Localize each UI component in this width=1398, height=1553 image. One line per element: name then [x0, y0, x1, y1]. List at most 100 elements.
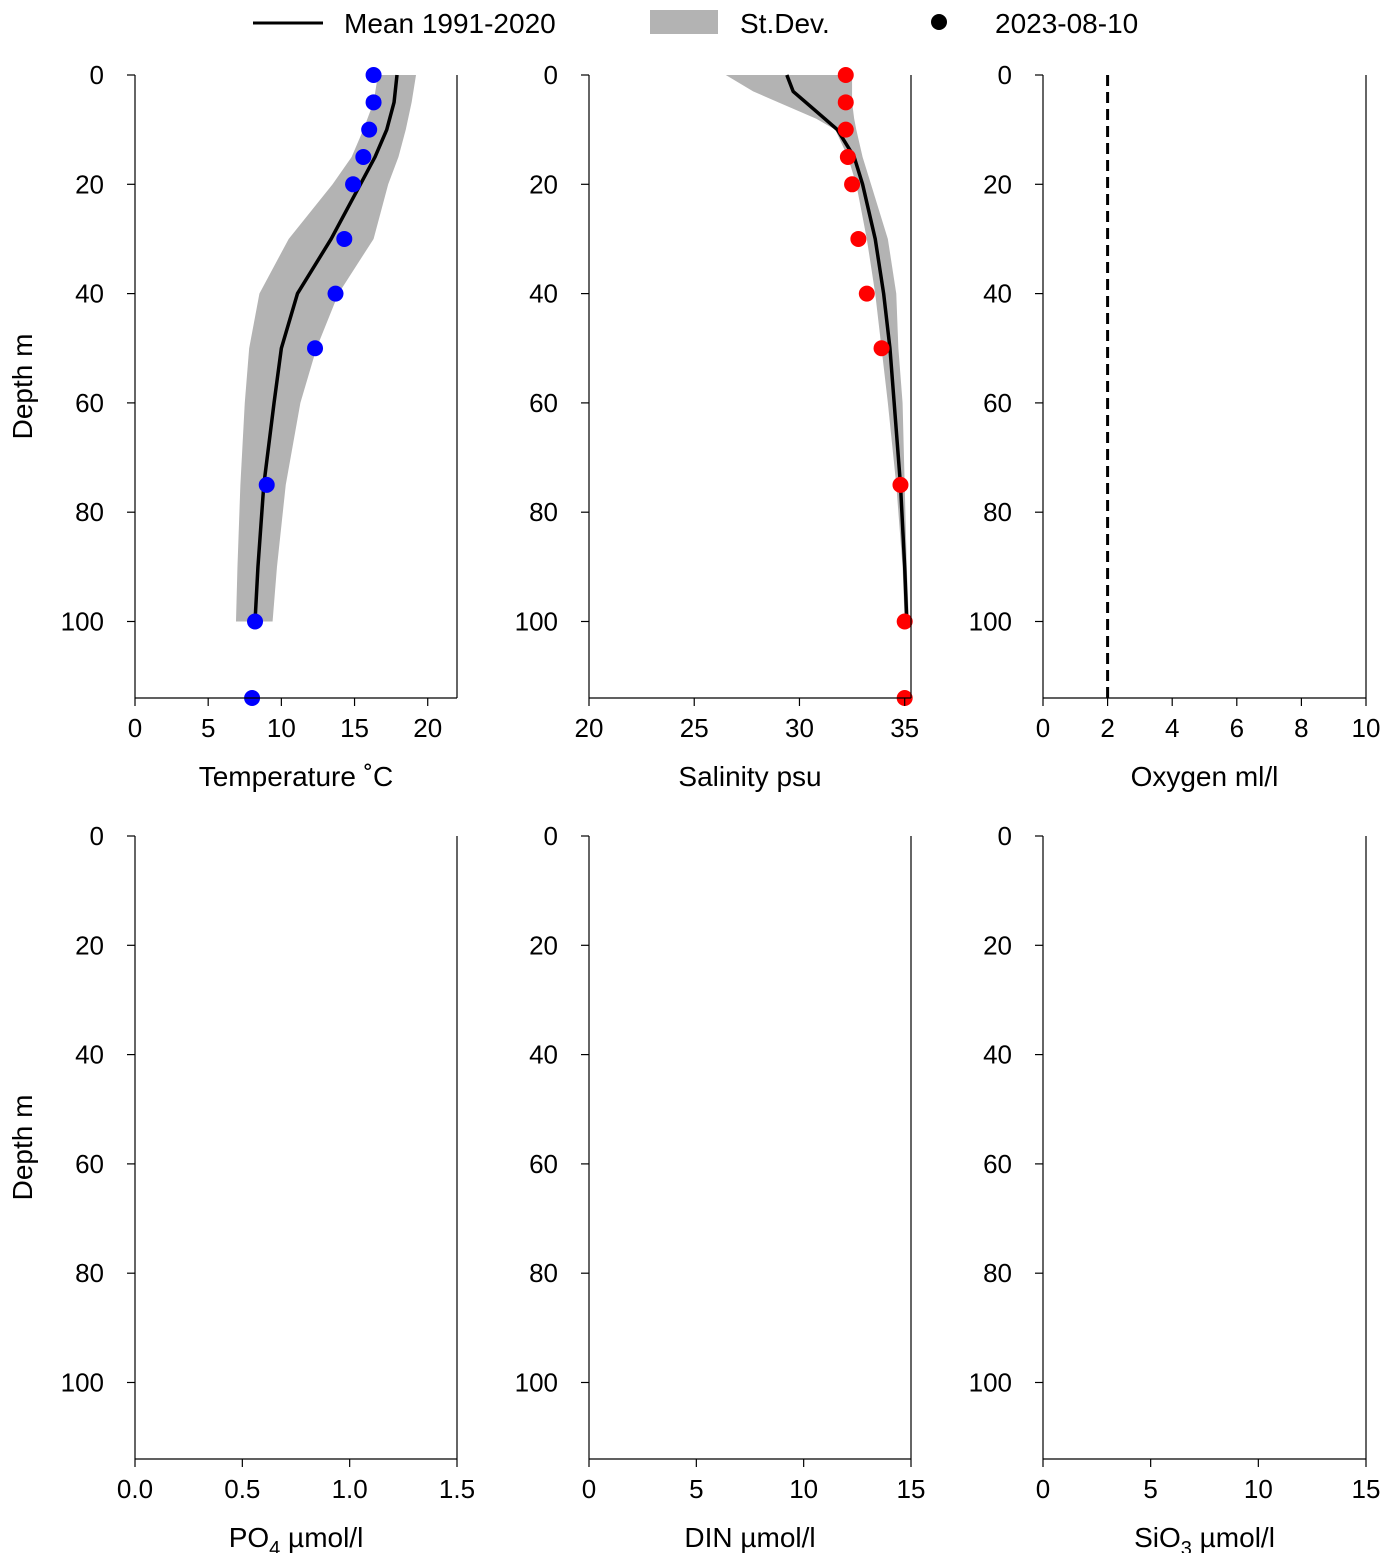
x-tick-label: 0.0 [117, 1474, 153, 1504]
x-tick-label: 0 [582, 1474, 596, 1504]
observed-point [858, 285, 875, 302]
y-tick-label: 60 [75, 1149, 104, 1179]
observed-point [844, 176, 861, 193]
x-axis-label-text: Salinity psu [678, 761, 821, 792]
observed-point [896, 613, 913, 630]
observed-point [837, 121, 854, 138]
y-tick-label: 40 [529, 1040, 558, 1070]
mean-line [785, 74, 909, 622]
y-tick-label: 20 [75, 930, 104, 960]
y-tick-label: 40 [75, 279, 104, 309]
x-tick-label: 30 [785, 713, 814, 743]
observed-point [327, 285, 344, 302]
y-tick-label: 0 [90, 821, 104, 851]
y-tick-label: 100 [969, 606, 1012, 636]
y-tick-label: 20 [529, 930, 558, 960]
y-axis-label: Depth m [7, 334, 38, 440]
x-axis-label: Salinity psu [678, 761, 821, 792]
observed-point [361, 121, 378, 138]
x-axis-label-subscript: 3 [1181, 1538, 1192, 1553]
y-tick-label: 60 [529, 388, 558, 418]
x-tick-label: 10 [1244, 1474, 1273, 1504]
x-tick-label: 5 [689, 1474, 703, 1504]
panel-4: 0 20 40 60 80 100 0.0 0.5 1.0 1.5 PO4 µmol/l Depth … [7, 821, 475, 1553]
observed-point [345, 176, 362, 193]
y-tick-label: 0 [90, 60, 104, 90]
x-tick-label: 2 [1100, 713, 1114, 743]
observed-point [336, 230, 353, 247]
observed-point [892, 476, 909, 493]
y-tick-label: 60 [529, 1149, 558, 1179]
panel-1: 0 20 40 60 80 100 0 5 10 15 20 Temperature ˚C Depth … [7, 60, 458, 792]
observed-point [365, 67, 382, 83]
legend-std-swatch [650, 10, 718, 34]
y-tick-label: 40 [529, 279, 558, 309]
x-axis-label-text: Oxygen ml/l [1131, 761, 1279, 792]
x-axis-label-text: DIN µmol/l [684, 1522, 815, 1553]
x-tick-label: 10 [789, 1474, 818, 1504]
y-tick-label: 100 [969, 1367, 1012, 1397]
x-tick-label: 15 [1352, 1474, 1381, 1504]
y-tick-label: 0 [544, 821, 558, 851]
y-tick-label: 60 [75, 388, 104, 418]
x-tick-label: 5 [1143, 1474, 1157, 1504]
x-axis-label-unit: µmol/l [280, 1522, 363, 1553]
std-band [725, 75, 909, 622]
legend-mean-label: Mean 1991-2020 [344, 8, 556, 39]
y-tick-label: 80 [983, 1258, 1012, 1288]
observed-point [837, 67, 854, 83]
y-tick-label: 20 [529, 169, 558, 199]
x-tick-label: 35 [890, 713, 919, 743]
x-tick-label: 5 [201, 713, 215, 743]
x-axis-label-unit: µmol/l [1192, 1522, 1275, 1553]
x-axis-label: Temperature ˚C [199, 761, 394, 792]
y-tick-label: 0 [998, 60, 1012, 90]
y-tick-label: 100 [515, 1367, 558, 1397]
y-tick-label: 20 [75, 169, 104, 199]
x-tick-label: 10 [1352, 713, 1381, 743]
x-tick-label: 8 [1294, 713, 1308, 743]
x-tick-label: 1.0 [332, 1474, 368, 1504]
observed-point [247, 613, 264, 630]
x-tick-label: 25 [680, 713, 709, 743]
y-tick-label: 80 [983, 497, 1012, 527]
legend: Mean 1991-2020 St.Dev. 2023-08-10 [253, 8, 1138, 39]
observed-point [258, 476, 275, 493]
y-tick-label: 40 [75, 1040, 104, 1070]
x-axis-label: PO4 µmol/l [229, 1522, 364, 1553]
observed-point [355, 148, 372, 165]
observed-point [307, 340, 324, 357]
observed-point [837, 94, 854, 111]
std-band [235, 75, 417, 622]
x-axis-label-text: SiO [1134, 1522, 1181, 1553]
x-tick-label: 0 [128, 713, 142, 743]
x-tick-label: 15 [897, 1474, 926, 1504]
observed-point [839, 148, 856, 165]
y-tick-label: 0 [544, 60, 558, 90]
x-tick-label: 0 [1036, 1474, 1050, 1504]
legend-std-label: St.Dev. [740, 8, 830, 39]
x-tick-label: 20 [575, 713, 604, 743]
y-tick-label: 60 [983, 1149, 1012, 1179]
x-tick-label: 1.5 [439, 1474, 475, 1504]
y-tick-label: 100 [61, 606, 104, 636]
x-axis-label: Oxygen ml/l [1131, 761, 1279, 792]
y-tick-label: 0 [998, 821, 1012, 851]
y-tick-label: 100 [61, 1367, 104, 1397]
panel-3: 0 20 40 60 80 100 0 2 4 6 8 10 Oxygen ml/l [969, 60, 1381, 792]
panel-5: 0 20 40 60 80 100 0 5 10 15 DIN µmol/l [515, 821, 926, 1553]
legend-observed-swatch [931, 14, 947, 30]
panel-2: 0 20 40 60 80 100 20 25 30 35 Salinity psu [515, 60, 920, 792]
x-axis-label-subscript: 4 [269, 1538, 280, 1553]
y-axis-label: Depth m [7, 1095, 38, 1201]
x-tick-label: 15 [340, 713, 369, 743]
observed-point [850, 230, 867, 247]
x-axis-label: DIN µmol/l [684, 1522, 815, 1553]
observed-point [873, 340, 890, 357]
legend-observed-label: 2023-08-10 [995, 8, 1138, 39]
x-tick-label: 10 [267, 713, 296, 743]
y-tick-label: 100 [515, 606, 558, 636]
y-tick-label: 20 [983, 169, 1012, 199]
